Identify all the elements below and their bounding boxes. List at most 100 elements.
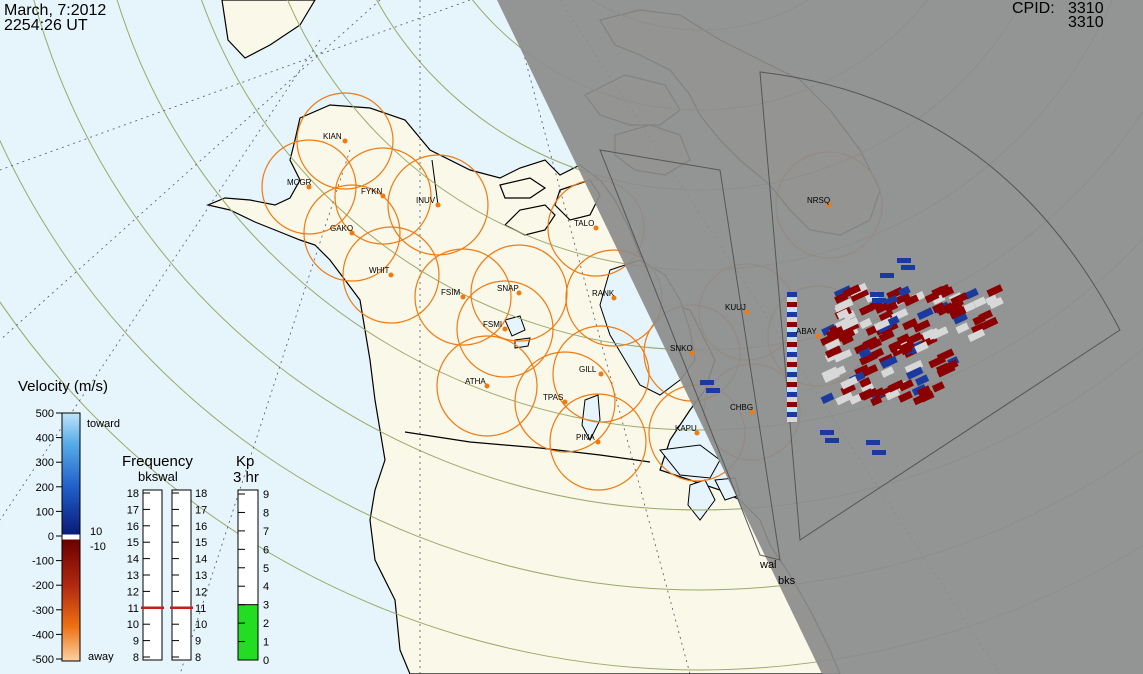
velocity-cell (835, 391, 854, 406)
velocity-cell (833, 348, 853, 363)
station-label-talo[interactable]: TALO (574, 219, 594, 228)
station-label-fsmi[interactable]: FSMI (483, 320, 502, 329)
velocity-cell (963, 301, 976, 313)
velocity-tick-label: -500 (32, 654, 54, 666)
station-label-gako[interactable]: GAKO (330, 224, 353, 233)
radar-name-bks: bks (778, 575, 796, 587)
velocity-cell (887, 315, 900, 327)
velocity-threshold-pos: 10 (90, 526, 102, 538)
station-label-gill[interactable]: GILL (579, 365, 597, 374)
frequency-tick-label-right: 15 (195, 537, 207, 549)
velocity-cell (872, 298, 886, 303)
velocity-cell (787, 372, 797, 377)
frequency-tick-label-left: 10 (127, 619, 139, 631)
fov-circle-gill (552, 325, 650, 423)
kp-subtitle: 3 hr (233, 469, 259, 486)
cpid-value-1: 3310 (1068, 0, 1104, 17)
velocity-cell (858, 347, 872, 359)
velocity-cell (849, 287, 870, 302)
velocity-cell (887, 379, 905, 393)
velocity-cell (904, 359, 924, 374)
kp-tick-label: 3 (263, 600, 269, 612)
frequency-tick-label-left: 13 (127, 570, 139, 582)
velocity-cell (897, 390, 913, 403)
station-label-whit[interactable]: WHIT (369, 266, 390, 275)
velocity-cell (880, 366, 895, 378)
velocity-cell (903, 294, 920, 307)
border-line (404, 431, 651, 463)
station-label-chbg[interactable]: CHBG (730, 403, 753, 412)
station-label-inuv[interactable]: INUV (416, 196, 436, 205)
frequency-tick-label-left: 8 (133, 652, 139, 664)
station-label-snap[interactable]: SNAP (497, 284, 519, 293)
velocity-cell (858, 388, 874, 401)
velocity-cell (787, 367, 797, 372)
velocity-cell (880, 273, 894, 278)
velocity-cell (873, 387, 886, 398)
fov-circle-fsim (414, 248, 512, 346)
station-label-atha[interactable]: ATHA (465, 377, 486, 386)
fov-circle-snap (470, 244, 568, 342)
radar-fans (599, 71, 1121, 561)
velocity-cell (915, 374, 930, 386)
velocity-cell (986, 284, 1004, 297)
station-label-abay[interactable]: ABAY (796, 327, 817, 336)
station-dot-snap (516, 290, 522, 296)
station-label-fsim[interactable]: FSIM (441, 288, 460, 297)
velocity-cell (787, 312, 797, 317)
station-markers: KIAN MCGR FYKN INUV GAKO WHIT FSIM SNAP FSMI TALO… (287, 132, 832, 445)
velocity-cell (787, 412, 797, 417)
velocity-cell (787, 377, 797, 382)
date-label: March, 7:2012 (4, 2, 107, 19)
velocity-cell (927, 329, 941, 340)
velocity-cell (787, 342, 797, 347)
frequency-tick-label-left: 17 (127, 504, 139, 516)
cpid-value-2: 3310 (1068, 14, 1104, 31)
station-label-kian[interactable]: KIAN (323, 132, 342, 141)
velocity-cell (862, 338, 876, 350)
station-dot-gill (598, 371, 604, 377)
velocity-tick-label: 300 (36, 457, 54, 469)
velocity-cell (928, 355, 947, 369)
station-label-mcgr[interactable]: MCGR (287, 178, 312, 187)
velocity-cell (840, 376, 859, 390)
velocity-cell (787, 362, 797, 367)
velocity-tick-label: 200 (36, 482, 54, 494)
station-dot-fsim (460, 294, 466, 300)
kp-tick-label: 8 (263, 507, 269, 519)
velocity-cell (950, 292, 969, 306)
frequency-subtitle: bkswal (138, 469, 178, 484)
velocity-cell (820, 392, 835, 404)
velocity-cell (949, 306, 967, 320)
station-label-pina[interactable]: PINA (576, 433, 595, 442)
velocity-cells (700, 258, 1004, 455)
kp-tick-label: 0 (263, 655, 269, 667)
kp-tick-label: 4 (263, 581, 269, 593)
velocity-title: Velocity (m/s) (18, 378, 108, 395)
velocity-cell (914, 341, 929, 354)
velocity-cell (916, 385, 932, 397)
fov-circle-gako (303, 184, 401, 282)
velocity-cell (898, 379, 914, 392)
velocity-cell (840, 382, 857, 396)
alaska-border (431, 159, 439, 206)
station-label-kuuj[interactable]: KUUJ (725, 303, 746, 312)
velocity-cell (787, 352, 797, 357)
station-label-rank[interactable]: RANK (592, 289, 615, 298)
velocity-cell (787, 402, 797, 407)
velocity-tick-label: 0 (48, 531, 54, 543)
velocity-cell (880, 355, 898, 369)
station-label-tpas[interactable]: TPAS (543, 393, 563, 402)
station-dot-fykn (380, 193, 386, 199)
station-label-kapu[interactable]: KAPU (675, 424, 697, 433)
time-label: 2254:26 UT (4, 17, 88, 34)
velocity-cell (932, 302, 946, 314)
velocity-tick-label: -200 (32, 580, 54, 592)
station-dot-whit (388, 272, 394, 278)
station-label-snko[interactable]: SNKO (670, 344, 693, 353)
velocity-cell (964, 288, 979, 300)
station-label-nrsq[interactable]: NRSQ (807, 196, 830, 205)
velocity-cell (859, 377, 872, 388)
station-label-fykn[interactable]: FYKN (361, 187, 383, 196)
